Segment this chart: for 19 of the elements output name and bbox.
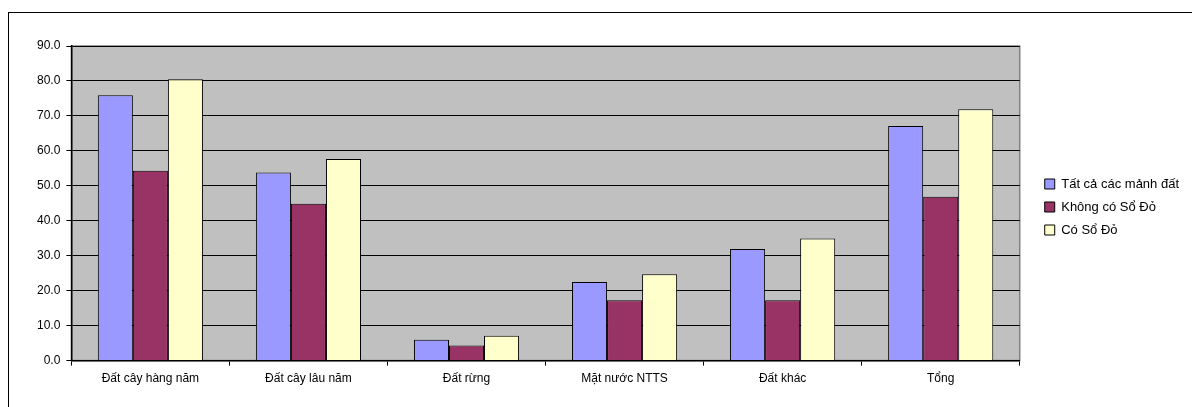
y-tick-label: 40.0: [37, 213, 61, 228]
legend-label: Có Sổ Đỏ: [1061, 221, 1118, 237]
x-tick-label: Đất cây hàng năm: [101, 371, 200, 386]
y-tick-label: 90.0: [37, 38, 61, 53]
y-tick-label: 70.0: [37, 108, 61, 123]
x-tick-label: Mặt nước NTTS: [581, 371, 668, 386]
x-tick-label: Đất rừng: [442, 371, 491, 386]
y-tick-label: 80.0: [37, 73, 61, 88]
x-tick-label: Tổng: [927, 371, 955, 386]
y-tick-label: 30.0: [37, 248, 61, 263]
y-tick-label: 10.0: [37, 317, 61, 332]
legend-label: Tất cả các mảnh đất: [1061, 175, 1180, 191]
legend-label: Không có Sổ Đỏ: [1061, 198, 1156, 214]
y-tick-label: 50.0: [37, 178, 61, 193]
y-tick-label: 0.0: [43, 352, 61, 367]
x-tick-label: Đất khác: [758, 371, 807, 386]
x-tick-label: Đất cây lâu năm: [265, 371, 352, 386]
y-tick-label: 20.0: [37, 283, 61, 297]
y-tick-label: 60.0: [37, 143, 61, 158]
